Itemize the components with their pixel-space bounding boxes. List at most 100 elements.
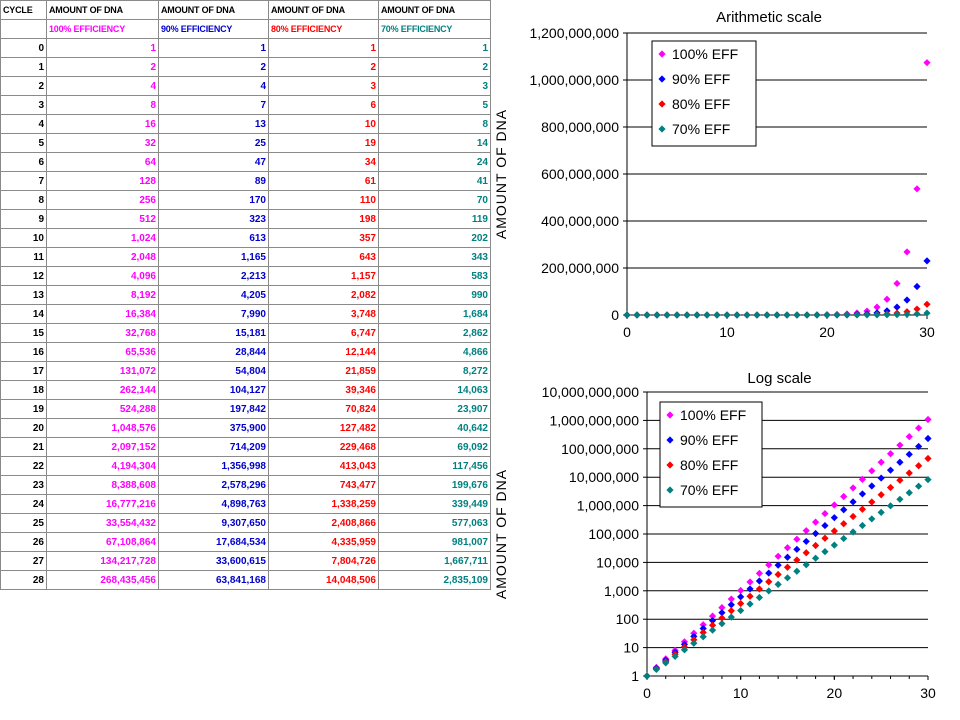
table-row: 20 1,048,576 375,900 127,482 40,642 xyxy=(0,418,491,438)
legend-box xyxy=(651,40,757,147)
data-point xyxy=(830,527,838,535)
data-point xyxy=(802,561,810,569)
data-point xyxy=(699,633,707,641)
data-point xyxy=(708,626,717,634)
legend-label: 80% EFF xyxy=(672,96,730,112)
table-row: 7 128 89 61 41 xyxy=(0,171,491,191)
data-point xyxy=(713,311,721,319)
data-point xyxy=(746,585,754,593)
data-point xyxy=(755,569,763,578)
data-point xyxy=(873,311,881,319)
y-tick-label: 100 xyxy=(616,611,640,627)
y-tick-label: 1,000,000,000 xyxy=(549,412,639,428)
data-point xyxy=(755,577,763,585)
table-row: 21 2,097,152 714,209 229,468 69,092 xyxy=(0,437,491,457)
data-point xyxy=(905,450,913,458)
y-tick-label: 1,000 xyxy=(604,583,639,599)
data-point xyxy=(858,490,867,498)
data-point xyxy=(858,505,867,513)
table-row: 24 16,777,216 4,898,763 1,338,259 339,449 xyxy=(0,494,491,514)
table-row: 9 512 323 198 119 xyxy=(0,209,491,229)
data-point xyxy=(793,535,801,543)
data-point xyxy=(746,578,754,586)
data-point xyxy=(723,311,731,319)
data-point xyxy=(718,609,726,617)
data-point xyxy=(849,484,857,492)
table-row: 25 33,554,432 9,307,650 2,408,866 577,063 xyxy=(0,513,491,533)
data-point xyxy=(633,311,641,319)
data-point xyxy=(802,527,810,535)
x-tick-label: 0 xyxy=(643,685,651,701)
data-point xyxy=(833,311,841,319)
data-point xyxy=(812,541,820,550)
data-point xyxy=(915,462,923,470)
data-point xyxy=(718,614,726,622)
data-point xyxy=(765,561,773,569)
y-tick-label: 400,000,000 xyxy=(541,213,619,229)
y-tick-label: 10,000,000 xyxy=(569,469,639,485)
data-point xyxy=(708,616,717,625)
legend-marker xyxy=(666,411,674,419)
data-point xyxy=(896,441,904,449)
data-cell: 268,435,456 xyxy=(46,570,159,590)
data-point xyxy=(793,545,801,553)
data-point xyxy=(903,248,911,256)
data-point xyxy=(765,569,773,577)
data-point xyxy=(755,593,763,602)
data-point xyxy=(746,592,754,600)
data-point xyxy=(718,620,726,628)
legend-marker xyxy=(658,75,666,83)
x-tick-label: 10 xyxy=(733,685,749,701)
y-tick-label: 10 xyxy=(623,640,639,656)
data-point xyxy=(886,483,895,492)
data-point xyxy=(886,466,895,474)
x-tick-label: 20 xyxy=(827,685,843,701)
data-point xyxy=(840,534,848,543)
data-point xyxy=(924,415,932,424)
legend-marker xyxy=(666,461,674,469)
legend-label: 100% EFF xyxy=(672,46,738,62)
data-point xyxy=(924,476,932,484)
efficiency-table: CYCLE AMOUNT OF DNA AMOUNT OF DNA AMOUNT OF… xyxy=(0,0,491,590)
data-point xyxy=(877,458,885,466)
data-point xyxy=(886,450,895,458)
legend-marker xyxy=(666,486,674,494)
data-point xyxy=(643,311,651,319)
data-point xyxy=(727,595,735,603)
data-point xyxy=(812,554,820,562)
data-point xyxy=(693,311,701,319)
data-point xyxy=(868,498,876,506)
data-point xyxy=(849,498,857,506)
data-point xyxy=(840,492,848,501)
legend-label: 70% EFF xyxy=(680,482,738,498)
data-point xyxy=(653,311,661,319)
table-row: 15 32,768 15,181 6,747 2,862 xyxy=(0,323,491,343)
chart-title: Arithmetic scale xyxy=(716,9,822,26)
table-row: 12 4,096 2,213 1,157 583 xyxy=(0,266,491,286)
data-point xyxy=(823,311,831,319)
y-tick-label: 10,000 xyxy=(596,554,639,570)
data-cell: 2,835,109 xyxy=(378,570,491,590)
data-point xyxy=(915,482,923,490)
data-point xyxy=(893,303,901,311)
data-point xyxy=(673,311,681,319)
data-point xyxy=(733,311,741,319)
y-tick-label: 1,200,000,000 xyxy=(529,25,619,41)
legend-label: 80% EFF xyxy=(680,457,738,473)
legend-marker xyxy=(658,125,666,133)
data-point xyxy=(886,502,895,510)
data-point xyxy=(746,600,754,608)
data-point xyxy=(643,672,651,680)
legend-marker xyxy=(658,100,666,108)
data-point xyxy=(903,296,911,304)
data-point xyxy=(877,491,885,499)
data-point xyxy=(663,311,671,319)
data-point xyxy=(830,501,838,509)
data-point xyxy=(727,601,735,609)
data-point xyxy=(821,534,829,542)
data-point xyxy=(737,606,745,615)
data-point xyxy=(753,311,761,319)
data-point xyxy=(903,310,911,318)
table-row: 27 134,217,728 33,600,615 7,804,726 1,667,71… xyxy=(0,551,491,571)
